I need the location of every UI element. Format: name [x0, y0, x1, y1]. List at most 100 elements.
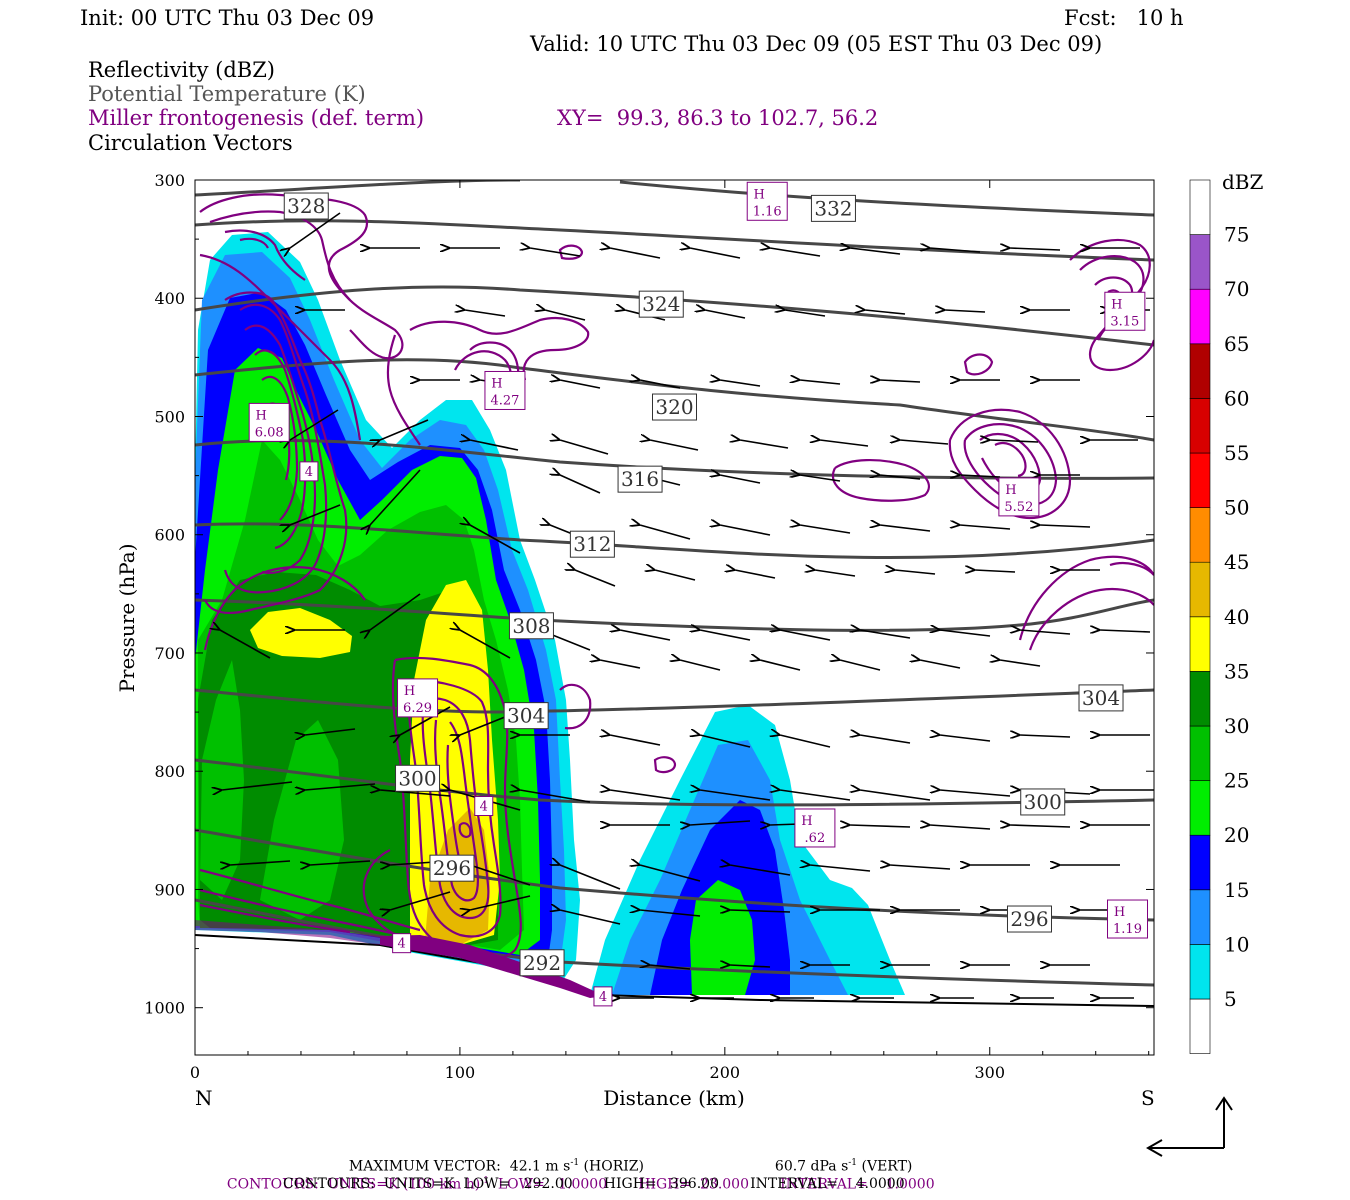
fronto-max-letter: H: [404, 684, 415, 699]
fronto-label-box: [299, 461, 319, 482]
theta-label: 304: [1078, 684, 1124, 712]
theta-label: 320: [652, 393, 697, 421]
fronto-max-letter: H: [801, 814, 812, 829]
circulation-vector: [690, 820, 751, 825]
circulation-vector: [600, 660, 641, 669]
circulation-vector: [940, 790, 1011, 797]
fronto-label: 4: [474, 796, 494, 817]
x-axis-label: Distance (km): [603, 1086, 745, 1110]
circulation-vector: [895, 570, 936, 575]
south-label: S: [1141, 1086, 1155, 1110]
fronto-max-letter: H: [1114, 905, 1125, 920]
fronto-max-label: H .62: [794, 808, 836, 848]
y-axis-label: Pressure (hPa): [115, 544, 139, 693]
circulation-vector: [880, 475, 921, 480]
theta-label-box: [503, 702, 549, 730]
theta-label-box: [429, 854, 475, 882]
fronto-label: 4: [392, 933, 412, 954]
circulation-vector: [305, 728, 356, 735]
theta-label: 292: [519, 949, 565, 977]
field-fronto: Miller frontogenesis (def. term): [88, 106, 425, 130]
fronto-max-box: [1107, 899, 1149, 939]
colorbar-level-label: 75: [1224, 223, 1249, 247]
circulation-vector: [400, 706, 451, 735]
colorbar-swatch: [1189, 944, 1211, 1000]
circulation-vector: [530, 248, 581, 257]
theta-label: 296: [429, 854, 475, 882]
colorbar-swatch: [1189, 889, 1211, 945]
theta-label-text: 300: [398, 766, 436, 790]
north-label: N: [195, 1086, 213, 1110]
circulation-vector: [780, 630, 831, 641]
circulation-vector: [460, 630, 511, 659]
theta-label-box: [1078, 684, 1124, 712]
circulation-vector: [860, 735, 911, 744]
theta-label-text: 316: [621, 467, 659, 491]
colorbar-swatch: [1189, 616, 1211, 672]
colorbar-swatch: [1189, 452, 1211, 508]
fronto-max-value: 6.08: [255, 425, 284, 440]
colorbar-swatch: [1189, 725, 1211, 781]
circulation-vector: [560, 440, 609, 455]
colorbar-swatch: [1189, 780, 1211, 836]
y-tick-label: 800: [154, 762, 185, 781]
fronto-max-box: [1104, 291, 1146, 331]
valid-time: Valid: 10 UTC Thu 03 Dec 09 (05 EST Thu …: [530, 32, 1103, 56]
theta-label: 296: [1006, 905, 1052, 933]
circulation-vector: [930, 825, 991, 830]
circulation-vector: [945, 310, 986, 312]
circulation-vector: [865, 310, 906, 315]
circulation-vector: [900, 440, 949, 445]
fronto-max-letter: H: [754, 187, 765, 202]
circulation-vector: [460, 714, 511, 735]
colorbar-swatch: [1189, 343, 1211, 399]
max-vector-horiz-label: (HORIZ): [579, 1158, 644, 1175]
fronto-max-box: [746, 181, 788, 221]
circulation-vector: [390, 891, 451, 910]
circulation-vector: [680, 660, 721, 671]
circulation-vector: [1010, 825, 1071, 827]
x-axis: 0 100 200 300: [190, 180, 1150, 1082]
colorbar-level-label: 70: [1224, 277, 1249, 301]
circulation-vector: [470, 525, 521, 554]
colorbar-level-label: 30: [1224, 714, 1249, 738]
colorbar-unit: dBZ: [1222, 170, 1264, 194]
circulation-vector: [220, 630, 271, 659]
circulation-vector: [880, 380, 921, 382]
field-theta: Potential Temperature (K): [88, 82, 366, 106]
forecast-hour: Fcst: 10 h: [1064, 6, 1184, 30]
fronto-max-letter: H: [1005, 483, 1016, 498]
theta-label: 324: [638, 290, 684, 318]
theta-label-box: [652, 393, 697, 421]
theta-label-text: 324: [642, 292, 680, 316]
circulation-vector: [560, 865, 621, 890]
theta-label-box: [508, 612, 554, 640]
y-tick-label: 400: [154, 289, 185, 308]
theta-label: 332: [810, 194, 856, 222]
circulation-vector: [640, 865, 701, 882]
fronto-max-box: [794, 808, 836, 848]
fronto-max-label: H 1.19: [1107, 899, 1149, 939]
circulation-vector: [470, 895, 531, 910]
theta-label: 328: [283, 192, 329, 220]
fronto-max-label: H 3.15: [1104, 291, 1146, 331]
circulation-vector: [470, 440, 519, 451]
theta-label: 312: [569, 530, 615, 558]
colorbar-swatch: [1189, 234, 1211, 290]
y-tick-label: 900: [154, 880, 185, 899]
colorbar-level-label: 40: [1224, 605, 1249, 629]
circulation-vectors: [220, 212, 1154, 998]
y-tick-label: 700: [154, 644, 185, 663]
circulation-vector: [735, 570, 776, 579]
colorbar-swatch: [1189, 834, 1211, 891]
fronto-contour-exponent: -1: [480, 1176, 489, 1186]
y-tick-label: 1000: [144, 999, 185, 1018]
y-tick-label: 500: [154, 407, 185, 426]
circulation-vector: [560, 475, 601, 494]
circulation-vector: [730, 910, 791, 912]
fronto-label: 4: [593, 986, 613, 1007]
reference-vector-icon: [1145, 1096, 1233, 1157]
circulation-vector: [610, 735, 661, 746]
colorbar: 5 10 15 20 25 30 35 40 45 50 55 60 65 70 75: [1189, 179, 1249, 1054]
